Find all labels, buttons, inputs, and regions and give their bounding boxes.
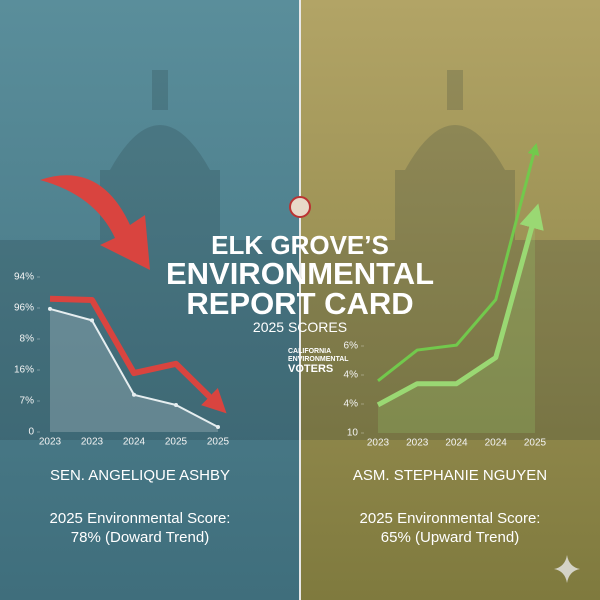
logo-line: VOTERS	[288, 363, 334, 375]
y-tick-label: 0	[28, 427, 34, 438]
decor-arrow	[40, 175, 150, 270]
y-tick-label: 94%	[14, 272, 34, 283]
y-tick-label: 4%	[344, 399, 359, 410]
series-line	[377, 142, 540, 382]
x-tick-label: 2024	[445, 438, 468, 449]
x-tick-label: 2023	[39, 437, 62, 448]
x-tick-label: 2025	[207, 437, 230, 448]
logo: CALIFORNIA ENVIRONMENTAL VOTERS	[288, 348, 349, 375]
series-line	[376, 203, 544, 408]
name: ASM. STEPHANIE NGUYEN	[352, 467, 548, 484]
x-tick-label: 2024	[485, 438, 508, 449]
right-bg	[300, 0, 600, 600]
area	[50, 308, 218, 432]
point	[132, 392, 136, 397]
subtitle: 2025 SCORES	[252, 319, 348, 335]
y-tick-label: 7%	[20, 396, 35, 407]
y-tick-label: 10	[347, 428, 359, 439]
y-tick-label: 8%	[20, 334, 35, 345]
area	[378, 215, 535, 433]
point	[174, 403, 178, 408]
point	[48, 306, 52, 311]
x-tick-label: 2025	[165, 437, 188, 448]
y-tick-label: 96%	[14, 303, 34, 314]
title-3: REPORT CARD	[186, 286, 414, 321]
title-2: ENVIRONMENTAL	[165, 256, 435, 291]
x-tick-label: 2023	[81, 437, 104, 448]
icon	[289, 196, 311, 218]
logo-line: CALIFORNIA	[288, 348, 332, 355]
score: 65% (Upward Trend)	[380, 529, 520, 546]
x-tick-label: 2023	[406, 438, 429, 449]
point	[90, 318, 94, 323]
point	[216, 425, 220, 430]
y-tick-label: 16%	[14, 365, 34, 376]
score-label: 2025 Environmental Score:	[359, 510, 541, 527]
name: SEN. ANGELIQUE ASHBY	[49, 467, 231, 484]
sparkle	[554, 555, 580, 583]
x-tick-label: 2023	[367, 438, 390, 449]
y-tick-label: 4%	[344, 370, 359, 381]
logo-line: ENVIRONMENTAL	[288, 356, 349, 363]
x-tick-label: 2025	[524, 438, 547, 449]
series-line	[49, 295, 227, 414]
y-tick-label: 6%	[344, 341, 359, 352]
score: 78% (Doward Trend)	[70, 529, 210, 546]
x-tick-label: 2024	[123, 437, 146, 448]
title-1: ELK GROVE’S	[211, 230, 389, 260]
score-label: 2025 Environmental Score:	[49, 510, 231, 527]
